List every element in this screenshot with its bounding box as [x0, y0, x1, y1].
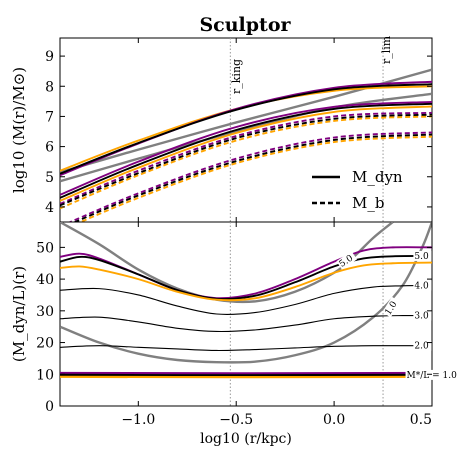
top-panel: 4 5 6 7 8 9 log10 (M(r)/M⊙) r_king r_lim M_dy…: [10, 35, 433, 223]
series-line-2: [60, 246, 432, 300]
y-tick-label-0: 4: [45, 200, 54, 216]
series-line-9: [60, 115, 432, 210]
curve-label-bg-4: [405, 369, 462, 380]
y-tick-label-4: 40: [36, 272, 54, 288]
legend-label-mdyn: M_dyn: [352, 168, 403, 186]
top-ylabel: log10 (M(r)/M⊙): [10, 67, 28, 193]
series-line-3: [60, 254, 432, 300]
y-tick-label-1: 10: [36, 367, 54, 383]
bottom-panel: 5.04.03.02.0M*/L = 1.05.01.0 01020304050…: [10, 221, 462, 447]
bottom-ylabel: (M_dyn/L)(r): [10, 266, 28, 362]
legend: M_dyn M_b: [312, 168, 403, 212]
y-tick-label-3: 30: [36, 304, 54, 320]
series-line-4: [60, 261, 432, 302]
bottom-curve-labels: 5.04.03.02.0M*/L = 1.05.01.0: [336, 250, 462, 381]
curve-label-bg-1: [413, 280, 432, 291]
chart-title: Sculptor: [199, 14, 291, 36]
curve-label-bg-5: [336, 251, 358, 270]
series-line-5: [60, 102, 432, 199]
series-line-1: [60, 92, 432, 183]
curve-label-bg-6: [382, 296, 401, 318]
bottom-xticks: −1.0 −0.5 0.0 0.5: [121, 222, 433, 428]
bottom-series: [60, 222, 432, 379]
y-tick-label-0: 0: [45, 399, 54, 415]
top-vlines: [229, 38, 384, 222]
top-series: [60, 68, 432, 222]
y-tick-label-3: 7: [45, 109, 54, 125]
vline-label-rking: r_king: [230, 59, 243, 94]
curve-label-bg-0: [413, 250, 432, 261]
x-tick-label-0: −1.0: [121, 412, 155, 428]
vline-label-rlim: r_lim: [380, 35, 393, 64]
series-line-12: [78, 135, 432, 222]
bottom-panel-frame: [59, 221, 433, 407]
y-tick-label-5: 50: [36, 240, 54, 256]
curve-label-3: 2.0: [414, 342, 429, 352]
y-tick-label-4: 8: [45, 79, 54, 95]
curve-label-bg-3: [413, 340, 432, 351]
series-line-10: [60, 113, 432, 207]
series-line-7: [60, 105, 432, 202]
series-line-8: [60, 111, 432, 205]
curve-label-4: M*/L = 1.0: [407, 371, 458, 381]
series-line-4: [60, 83, 432, 175]
curve-label-bg-2: [413, 310, 432, 321]
bottom-yticks: 0 10 20 30 40 50: [36, 240, 432, 415]
series-line-7: [60, 345, 432, 352]
series-line-6: [60, 100, 432, 196]
series-line-5: [60, 284, 432, 315]
y-tick-label-5: 9: [45, 49, 54, 65]
x-axis-label: log10 (r/kpc): [200, 431, 292, 447]
top-yticks: 4 5 6 7 8 9: [45, 38, 433, 222]
x-tick-label-1: −0.5: [219, 412, 253, 428]
legend-label-mb: M_b: [352, 194, 384, 212]
x-tick-label-3: 0.5: [410, 412, 432, 428]
series-line-13: [72, 133, 432, 222]
y-tick-label-2: 20: [36, 336, 54, 352]
curve-label-0: 5.0: [414, 252, 429, 262]
series-line-11: [68, 131, 432, 222]
y-tick-label-2: 6: [45, 140, 54, 156]
curve-label-2: 3.0: [414, 312, 429, 322]
series-line-6: [60, 314, 432, 333]
y-tick-label-1: 5: [45, 170, 54, 186]
x-tick-label-2: 0.0: [323, 412, 345, 428]
curve-label-1: 4.0: [414, 281, 429, 291]
series-line-1: [60, 222, 432, 364]
